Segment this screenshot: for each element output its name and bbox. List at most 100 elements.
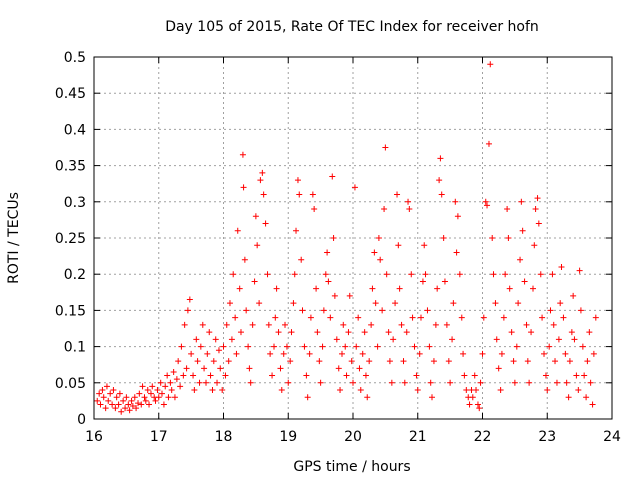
data-point [586, 329, 593, 336]
x-tick-label: 20 [344, 429, 362, 445]
data-point [584, 358, 591, 365]
data-point [400, 358, 407, 365]
data-point [353, 343, 360, 350]
data-point [396, 285, 403, 292]
y-tick-label: 0.4 [64, 122, 86, 138]
data-point [320, 307, 327, 314]
data-point [413, 372, 420, 379]
data-point [456, 271, 463, 278]
data-point [168, 387, 175, 394]
data-point [510, 358, 517, 365]
data-point [485, 140, 492, 147]
data-point [287, 358, 294, 365]
data-point [521, 278, 528, 285]
y-tick-label: 0.3 [64, 195, 86, 211]
data-point [103, 383, 110, 390]
data-point [348, 358, 355, 365]
data-point [316, 358, 323, 365]
data-point [206, 329, 213, 336]
data-point [180, 372, 187, 379]
data-point [590, 350, 597, 357]
data-point [381, 206, 388, 213]
data-point [406, 206, 413, 213]
data-point [147, 390, 154, 397]
x-tick-label: 18 [215, 429, 233, 445]
data-point [487, 61, 494, 68]
data-point [303, 372, 310, 379]
data-point [301, 343, 308, 350]
data-point [565, 394, 572, 401]
data-point [570, 292, 577, 299]
data-point [183, 365, 190, 372]
data-point [251, 278, 258, 285]
data-point [233, 350, 240, 357]
data-point [306, 350, 313, 357]
data-point [146, 401, 153, 408]
data-point [239, 151, 246, 158]
data-point [440, 235, 447, 241]
data-point [546, 343, 553, 350]
data-point [454, 213, 461, 220]
data-point [313, 285, 320, 292]
data-point [489, 235, 496, 241]
data-point [273, 285, 280, 292]
data-point [426, 343, 433, 350]
data-point [589, 401, 596, 408]
data-point [382, 144, 389, 151]
data-point [164, 372, 171, 379]
data-point [383, 271, 390, 278]
data-point [109, 401, 116, 408]
data-point [236, 285, 243, 292]
data-point [355, 314, 362, 321]
data-point [364, 394, 371, 401]
data-point [149, 383, 156, 390]
data-point [452, 198, 459, 205]
data-point [581, 372, 588, 379]
data-point [193, 336, 200, 343]
data-point [409, 314, 416, 321]
data-point [573, 372, 580, 379]
data-point [260, 191, 267, 198]
y-tick-label: 0.35 [55, 159, 86, 175]
data-point [343, 372, 350, 379]
data-point [427, 379, 434, 386]
data-point [492, 300, 499, 307]
data-point [495, 365, 502, 372]
y-tick-label: 0.1 [64, 340, 86, 356]
data-point [197, 343, 204, 350]
data-point [587, 379, 594, 386]
data-point [319, 343, 326, 350]
data-point [361, 329, 368, 336]
data-point [228, 336, 235, 343]
data-point [207, 372, 214, 379]
data-point [422, 271, 429, 278]
data-point [375, 235, 382, 241]
data-point [471, 372, 478, 379]
data-point [544, 387, 551, 394]
x-tick-label: 24 [603, 429, 621, 445]
data-point [362, 372, 369, 379]
data-point [443, 321, 450, 328]
data-point [497, 387, 504, 394]
data-point [517, 256, 524, 263]
data-point [524, 358, 531, 365]
data-point [96, 390, 103, 397]
data-point [170, 368, 177, 375]
data-point [356, 365, 363, 372]
data-point [190, 372, 197, 379]
data-point [392, 300, 399, 307]
data-point [184, 307, 191, 314]
data-point [201, 365, 208, 372]
y-tick-label: 0.5 [64, 50, 86, 66]
data-point [506, 285, 513, 292]
data-point [113, 394, 120, 401]
data-point [537, 271, 544, 278]
data-point [568, 329, 575, 336]
data-point [345, 329, 352, 336]
data-point [162, 383, 169, 390]
data-point [123, 394, 130, 401]
data-point [357, 387, 364, 394]
x-tick-label: 19 [279, 429, 297, 445]
data-point [271, 343, 278, 350]
